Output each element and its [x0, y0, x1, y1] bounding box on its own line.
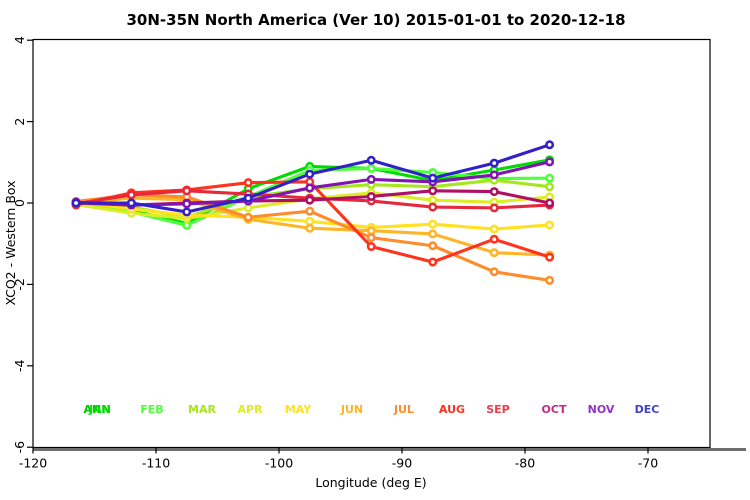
series-point-sep: [182, 186, 192, 196]
series-point-oct: [305, 195, 315, 205]
x-axis-tick-label: -100: [265, 456, 293, 471]
series-point-dec: [366, 155, 376, 165]
series-point-jul: [305, 206, 315, 216]
legend-label-mar: MAR: [188, 403, 216, 416]
series-point-jul: [366, 233, 376, 243]
series-point-dec: [428, 173, 438, 183]
series-point-oct: [489, 187, 499, 197]
y-axis-title: XCO2 - Western Box: [3, 180, 18, 305]
plot-box: [32, 38, 711, 449]
legend-label-nov: NOV: [588, 403, 615, 416]
x-axis-tick-label: -110: [142, 456, 170, 471]
series-point-sep: [428, 202, 438, 212]
series-point-mar: [545, 182, 555, 192]
series-point-jun: [305, 223, 315, 233]
axes-layer: -120 -110 -100 -90 -80 -70 4 2 0 -2 -4 -6: [12, 36, 746, 471]
series-point-feb: [182, 220, 192, 230]
legend-label-feb: FEB: [140, 403, 163, 416]
series-point-dec: [489, 158, 499, 168]
legend-label-jan: JAN: [88, 403, 111, 416]
series-point-may: [545, 220, 555, 230]
x-axis-tick-label: -120: [19, 456, 47, 471]
x-axis-tick-label: -90: [392, 456, 412, 471]
series-point-nov: [366, 174, 376, 184]
series-layer: [71, 140, 555, 285]
series-point-feb: [545, 173, 555, 183]
legend-label-jul: JUL: [393, 403, 414, 416]
series-point-apr: [428, 195, 438, 205]
series-point-oct: [428, 186, 438, 196]
series-point-jul: [243, 212, 253, 222]
series-point-may: [489, 224, 499, 234]
series-point-nov: [489, 170, 499, 180]
legend-label-apr: APR: [237, 403, 263, 416]
y-axis-tick-label: 2: [12, 118, 27, 126]
series-point-nov: [182, 199, 192, 209]
series-point-jul: [545, 275, 555, 285]
y-axis-tick-label: 0: [12, 199, 27, 207]
series-point-jun: [366, 226, 376, 236]
legend-label-jun: JUN: [340, 403, 363, 416]
series-point-nov: [545, 157, 555, 167]
series-point-aug: [545, 252, 555, 262]
series-point-dec: [182, 207, 192, 217]
series-point-sep: [489, 203, 499, 213]
legend-label-ann: ANN: [84, 403, 111, 416]
series-point-aug: [366, 242, 376, 252]
x-axis-title: Longitude (deg E): [315, 475, 426, 490]
series-point-aug: [428, 257, 438, 267]
x-axis-tick-label: -80: [515, 456, 535, 471]
y-axis-tick-label: -4: [12, 360, 27, 373]
series-point-apr: [243, 203, 253, 213]
series-point-jul: [428, 241, 438, 251]
series-point-may: [428, 219, 438, 229]
series-point-dec: [71, 198, 81, 208]
x-axis-tick-label: -70: [638, 456, 658, 471]
legend-label-dec: DEC: [635, 403, 660, 416]
series-point-may: [305, 216, 315, 226]
legend-label-sep: SEP: [486, 403, 510, 416]
series-point-feb: [366, 163, 376, 173]
series-point-jun: [428, 229, 438, 239]
y-axis-tick-label: -2: [12, 278, 27, 290]
legend-label-may: MAY: [285, 403, 312, 416]
series-point-jul: [489, 267, 499, 277]
y-axis-tick-label: -6: [12, 441, 27, 454]
series-point-jun: [489, 248, 499, 258]
y-axis-tick-label: 4: [12, 36, 27, 44]
legend-label-oct: OCT: [542, 403, 567, 416]
series-point-oct: [545, 198, 555, 208]
series-point-dec: [126, 198, 136, 208]
legend-label-aug: AUG: [439, 403, 465, 416]
series-point-oct: [366, 191, 376, 201]
series-point-dec: [305, 169, 315, 179]
series-point-sep: [126, 190, 136, 200]
series-point-nov: [305, 183, 315, 193]
chart-title: 30N-35N North America (Ver 10) 2015-01-0…: [126, 11, 625, 29]
series-point-dec: [243, 193, 253, 203]
series-point-dec: [545, 140, 555, 150]
series-point-aug: [243, 178, 253, 188]
series-point-aug: [489, 234, 499, 244]
